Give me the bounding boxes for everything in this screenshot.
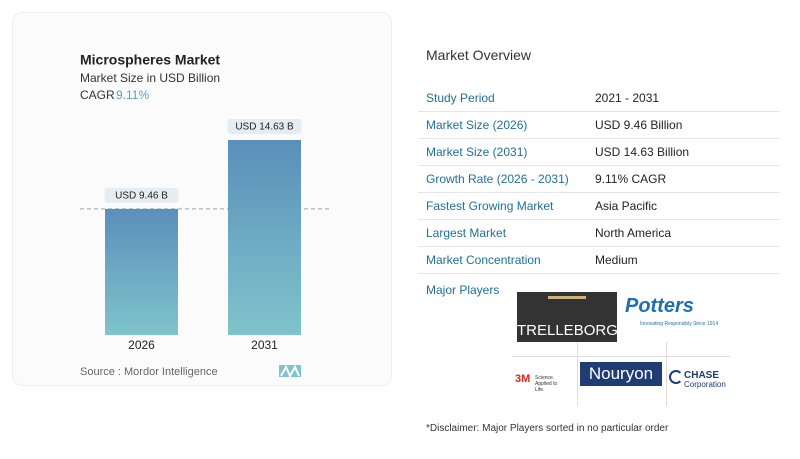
value-label-bg xyxy=(227,118,302,134)
bar xyxy=(105,208,178,335)
logo-potters-tagline: Innovating Responsibly Since 1914 xyxy=(640,321,719,327)
overview-row: Fastest Growing Market Asia Pacific xyxy=(418,192,780,220)
logo-chase-tagline: Corporation xyxy=(684,380,726,389)
logo-trelleborg: TRELLEBORG xyxy=(517,292,618,342)
overview-row: Study Period 2021 - 2031 xyxy=(418,84,780,112)
row-value: Medium xyxy=(595,253,638,267)
logo-chase-mark xyxy=(669,370,683,384)
chart-subtitle: Market Size in USD Billion xyxy=(80,71,220,85)
chart-card xyxy=(12,12,392,386)
chart: Microspheres Market Market Size in USD B… xyxy=(80,52,330,379)
x-tick-label: 2031 xyxy=(251,338,278,352)
row-label: Largest Market xyxy=(426,226,507,240)
cagr-label: CAGR xyxy=(80,88,115,102)
row-label: Growth Rate (2026 - 2031) xyxy=(426,172,569,186)
logo-chase: CHASE xyxy=(684,370,720,381)
row-value: 9.11% CAGR xyxy=(595,172,667,186)
logo-3m-tagline: Science. Applied to Life. xyxy=(535,375,558,393)
bar xyxy=(228,139,301,335)
row-label: Study Period xyxy=(426,91,495,105)
value-label-bg xyxy=(104,187,179,203)
logo-3m: 3M xyxy=(515,373,531,385)
logo-mark xyxy=(548,296,586,319)
overview-row: Market Size (2026) USD 9.46 Billion xyxy=(418,111,780,139)
logo-potters: Potters xyxy=(625,295,694,317)
chart-title: Microspheres Market xyxy=(80,52,220,68)
overview-row: Market Concentration Medium xyxy=(418,246,780,274)
x-tick-label: 2026 xyxy=(128,338,155,352)
logo-frame xyxy=(577,342,667,406)
row-label: Market Size (2031) xyxy=(426,145,528,159)
players-label: Major Players xyxy=(426,283,500,297)
overview-title: Market Overview xyxy=(426,47,532,63)
row-value: North America xyxy=(595,226,672,240)
logo-divider xyxy=(512,356,730,357)
overview-row: Growth Rate (2026 - 2031) 9.11% CAGR xyxy=(418,165,780,193)
row-label: Fastest Growing Market xyxy=(426,199,554,213)
row-label: Market Concentration xyxy=(426,253,541,267)
row-value: USD 9.46 Billion xyxy=(595,118,683,132)
row-value: 2021 - 2031 xyxy=(595,91,660,105)
row-label: Market Size (2026) xyxy=(426,118,528,132)
disclaimer: *Disclaimer: Major Players sorted in no … xyxy=(426,423,669,434)
value-label: USD 14.63 B xyxy=(235,122,294,133)
row-value: USD 14.63 Billion xyxy=(595,145,690,159)
cagr-value: 9.11% xyxy=(116,88,149,102)
source-logo xyxy=(279,364,301,379)
source: Source : Mordor Intelligence xyxy=(80,366,218,378)
value-label: USD 9.46 B xyxy=(115,191,168,202)
row-value: Asia Pacific xyxy=(595,199,658,213)
logo-nouryon: Nouryon xyxy=(580,362,662,386)
overview-row: Largest Market North America xyxy=(418,219,780,247)
overview-row: Market Size (2031) USD 14.63 Billion xyxy=(418,138,780,166)
